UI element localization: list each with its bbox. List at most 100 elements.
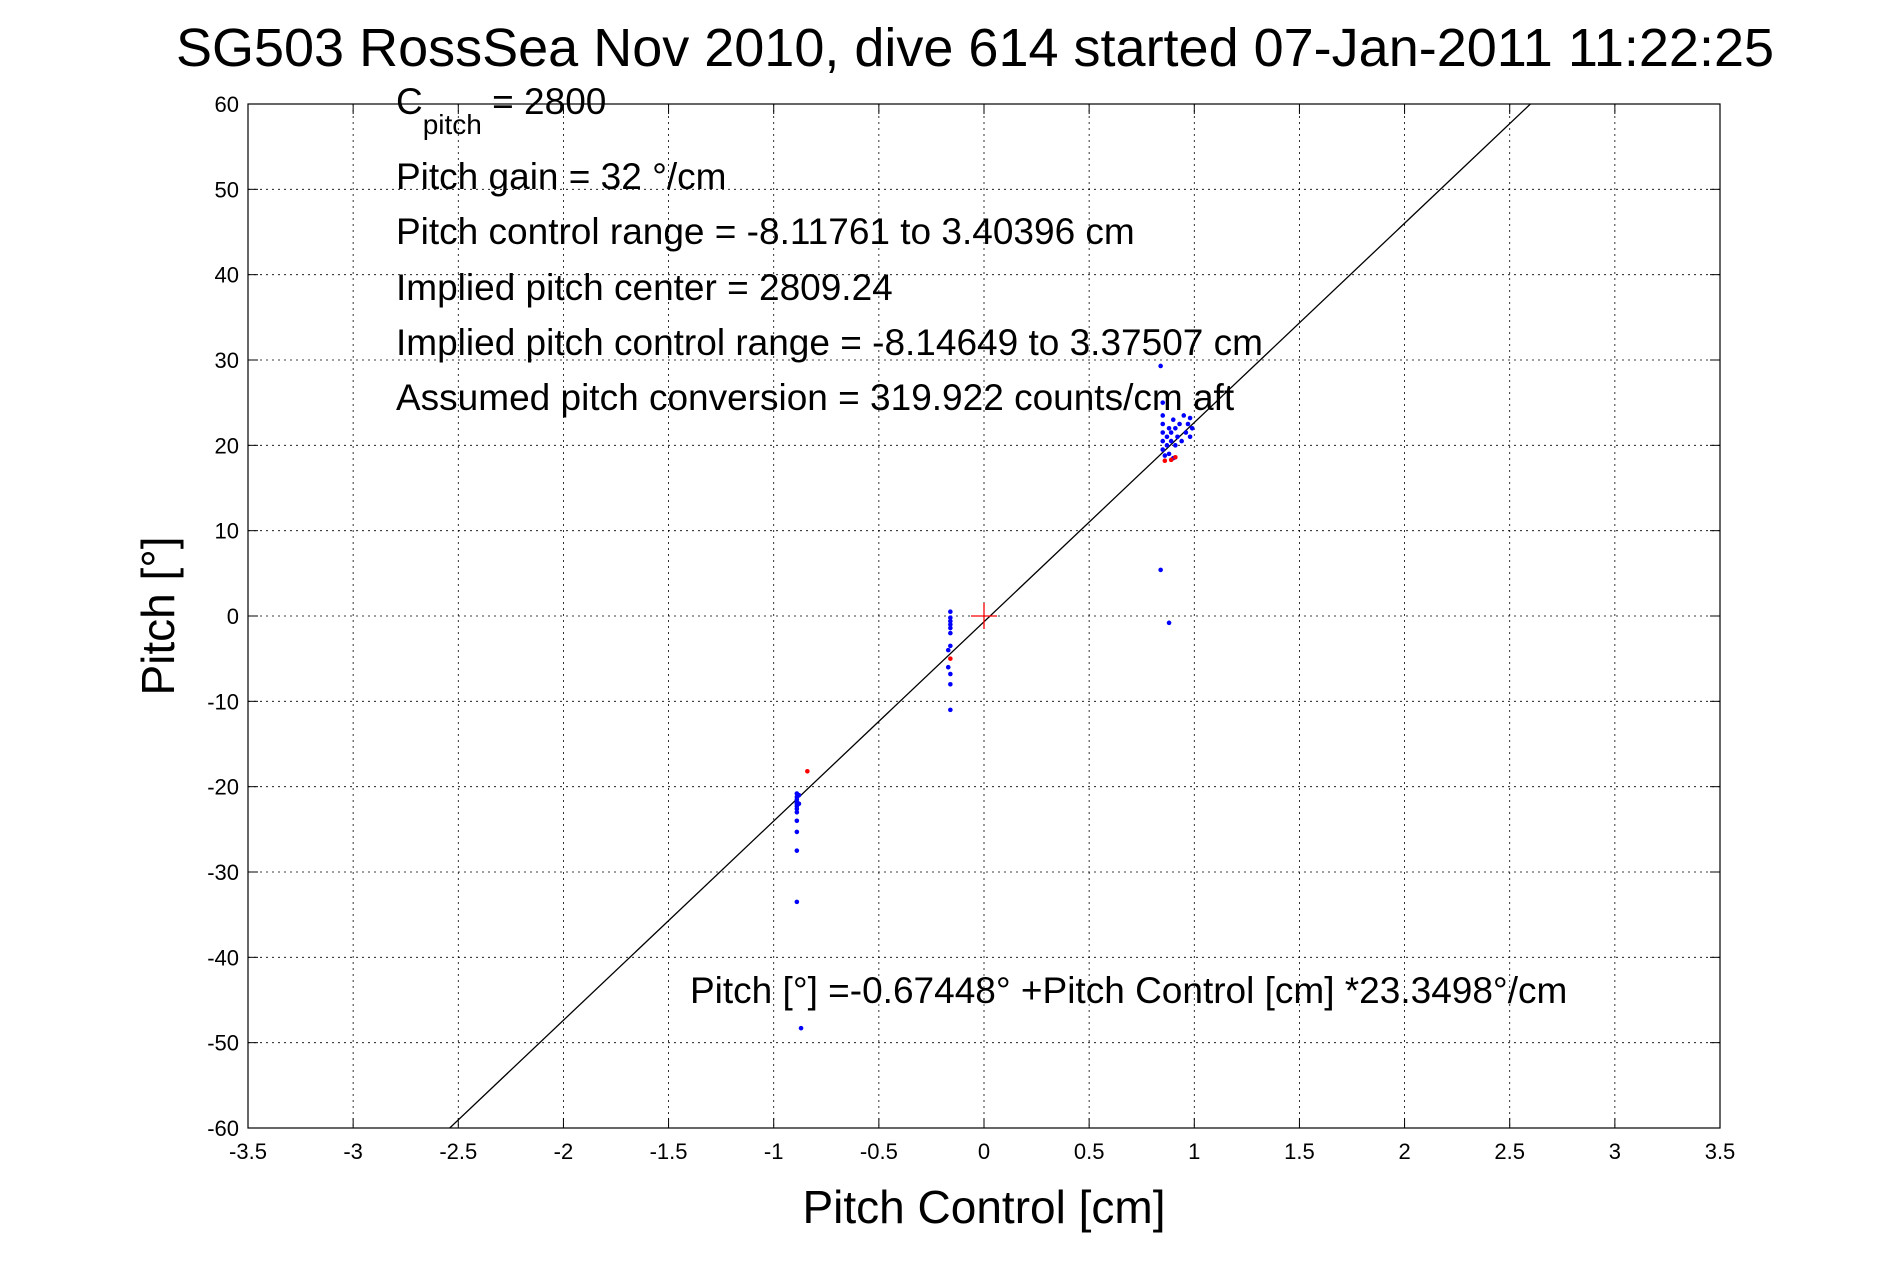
y-tick-label: 30 — [215, 348, 239, 373]
data-point — [1189, 425, 1195, 431]
x-tick-label: -0.5 — [860, 1139, 898, 1164]
data-point — [948, 622, 953, 627]
annotation-implied-pitch-control-range: Implied pitch control range = -8.14649 t… — [396, 322, 1263, 363]
y-tick-label: 20 — [215, 433, 239, 458]
annotation-c-pitch-sub: pitch — [423, 109, 482, 140]
data-point — [796, 792, 802, 798]
data-point — [948, 625, 953, 631]
data-point — [1160, 421, 1166, 427]
data-point — [1179, 438, 1184, 444]
data-point — [1158, 363, 1163, 369]
data-point — [1168, 457, 1174, 463]
x-tick-label: -1.5 — [650, 1139, 688, 1164]
data-point — [1166, 620, 1172, 626]
data-point — [1181, 413, 1187, 418]
y-tick-label: -10 — [207, 689, 239, 714]
data-point — [1164, 443, 1170, 448]
data-point — [948, 615, 953, 621]
y-tick-label: -30 — [207, 860, 239, 885]
annotation-implied-pitch-center: Implied pitch center = 2809.24 — [396, 267, 893, 308]
data-point — [794, 848, 800, 853]
x-tick-label: -1 — [764, 1139, 784, 1164]
x-tick-label: 0.5 — [1074, 1139, 1105, 1164]
data-point — [805, 769, 810, 774]
data-point — [1160, 430, 1166, 435]
x-axis-label: Pitch Control [cm] — [803, 1181, 1166, 1233]
x-tick-label: 3 — [1609, 1139, 1621, 1164]
center-marker — [971, 603, 997, 629]
annotation-pitch-gain: Pitch gain = 32 °/cm — [396, 156, 727, 197]
data-point — [1173, 425, 1178, 431]
data-point — [948, 671, 953, 677]
data-point — [1160, 447, 1166, 452]
data-point — [1168, 430, 1174, 435]
y-tick-label: 60 — [215, 92, 239, 117]
x-tick-label: 1.5 — [1284, 1139, 1315, 1164]
data-point — [945, 664, 951, 670]
data-point — [798, 1025, 804, 1031]
data-point — [948, 656, 953, 661]
data-point — [1177, 421, 1182, 427]
data-point — [1160, 413, 1166, 418]
data-point — [948, 681, 953, 687]
y-tick-label: -50 — [207, 1031, 239, 1056]
x-tick-label: -3.5 — [229, 1139, 267, 1164]
x-tick-label: -2.5 — [439, 1139, 477, 1164]
data-points — [794, 363, 1195, 1031]
data-point — [1187, 434, 1193, 440]
data-point — [1160, 400, 1166, 405]
x-tick-label: 0 — [978, 1139, 990, 1164]
data-point — [1170, 417, 1176, 423]
annotation-pitch-control-range: Pitch control range = -8.11761 to 3.4039… — [396, 211, 1135, 252]
data-point — [1187, 415, 1193, 421]
data-point — [1185, 421, 1191, 427]
data-point — [948, 643, 953, 649]
annotation-fit-equation: Pitch [°] =-0.67448° +Pitch Control [cm]… — [690, 970, 1567, 1011]
y-tick-label: 40 — [215, 263, 239, 288]
y-tick-label: 50 — [215, 177, 239, 202]
data-point — [1173, 454, 1178, 460]
data-point — [794, 809, 800, 815]
y-tick-label: -60 — [207, 1116, 239, 1141]
y-tick-label: 0 — [227, 604, 239, 629]
data-point — [796, 801, 802, 807]
y-tick-label: -40 — [207, 945, 239, 970]
data-point — [1164, 434, 1170, 440]
data-point — [1173, 443, 1178, 448]
x-tick-label: 2 — [1398, 1139, 1410, 1164]
data-point — [945, 647, 951, 653]
data-point — [948, 707, 953, 713]
chart-title: SG503 RossSea Nov 2010, dive 614 started… — [176, 18, 1774, 78]
x-tick-label: -3 — [343, 1139, 363, 1164]
y-axis-label: Pitch [°] — [132, 536, 184, 695]
data-point — [794, 818, 800, 824]
y-axis-ticks: 60 50 40 30 20 10 0 -10 -20 -30 -40 -50 -60 — [207, 92, 1720, 1141]
x-tick-label: -2 — [554, 1139, 574, 1164]
data-point — [1162, 453, 1168, 458]
data-point — [948, 609, 953, 615]
data-point — [794, 899, 800, 905]
data-point — [1166, 451, 1172, 457]
x-axis-ticks: -3.5 -3 -2.5 -2 -1.5 -1 -0.5 0 0.5 1 1.5 2 2.5 3 3.5 — [229, 104, 1735, 1164]
x-tick-label: 3.5 — [1705, 1139, 1736, 1164]
annotation-c-pitch-value: = 2800 — [482, 81, 606, 122]
data-point — [1166, 425, 1172, 431]
data-point — [1160, 438, 1166, 444]
data-point — [1183, 430, 1189, 435]
data-point — [948, 618, 953, 624]
data-point — [1168, 438, 1174, 444]
data-point — [1162, 458, 1168, 463]
annotation-assumed-pitch-conversion: Assumed pitch conversion = 319.922 count… — [396, 377, 1235, 418]
data-point — [794, 829, 800, 835]
annotation-c-pitch: Cpitch = 2800 — [396, 81, 606, 140]
data-point — [948, 630, 953, 636]
y-tick-label: -20 — [207, 775, 239, 800]
x-tick-label: 1 — [1188, 1139, 1200, 1164]
data-point — [1175, 434, 1180, 440]
annotation-c-pitch-main: C — [396, 81, 423, 122]
data-point — [1158, 567, 1163, 573]
x-tick-label: 2.5 — [1494, 1139, 1525, 1164]
y-tick-label: 10 — [215, 519, 239, 544]
data-point — [794, 806, 800, 812]
